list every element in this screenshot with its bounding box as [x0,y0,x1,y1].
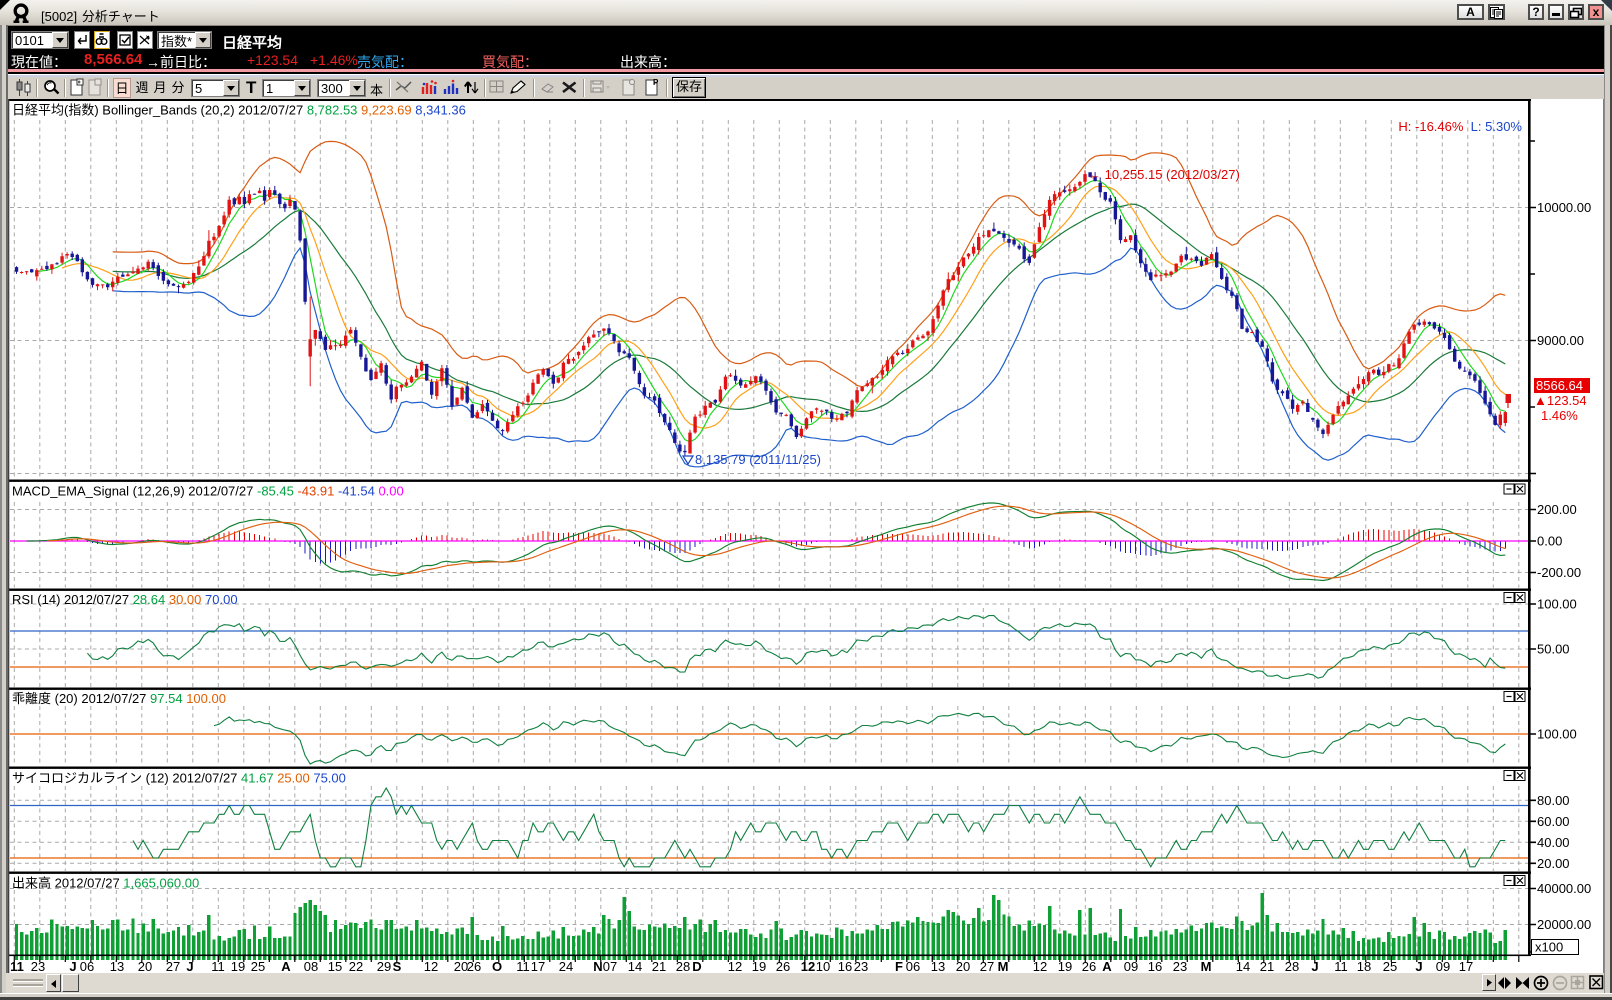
svg-text:D: D [692,959,701,973]
svg-text:23: 23 [1173,959,1187,973]
svg-text:20: 20 [138,959,152,973]
svg-text:-200.00: -200.00 [1537,565,1581,580]
svg-text:40.00: 40.00 [1537,835,1570,850]
svg-text:25: 25 [1383,959,1397,973]
svg-text:17: 17 [531,959,545,973]
svg-text:8566.64: 8566.64 [1536,378,1583,393]
svg-text:H: -16.46% L: 5.30%: H: -16.46% L: 5.30% [1398,119,1522,134]
svg-text:N: N [593,959,602,973]
svg-text:J: J [186,959,193,973]
svg-text:100.00: 100.00 [1537,597,1577,612]
svg-text:14: 14 [1236,959,1250,973]
svg-text:26: 26 [776,959,790,973]
svg-text:29: 29 [377,959,391,973]
svg-text:23: 23 [854,959,868,973]
svg-text:11: 11 [10,959,24,973]
svg-text:80.00: 80.00 [1537,793,1570,808]
svg-text:25: 25 [251,959,265,973]
svg-text:20000.00: 20000.00 [1537,917,1591,932]
svg-text:19: 19 [752,959,766,973]
svg-text:28: 28 [676,959,690,973]
svg-text:26: 26 [467,959,481,973]
svg-text:09: 09 [1436,959,1450,973]
svg-text:17: 17 [1459,959,1473,973]
svg-text:J: J [1415,959,1422,973]
svg-text:26: 26 [1082,959,1096,973]
svg-text:10: 10 [816,959,830,973]
svg-text:11: 11 [211,959,225,973]
svg-text:20.00: 20.00 [1537,856,1570,871]
svg-text:16: 16 [1148,959,1162,973]
svg-text:100.00: 100.00 [1537,727,1577,742]
svg-text:日経平均(指数) Bollinger_Bands (20,2: 日経平均(指数) Bollinger_Bands (20,2) 2012/07/… [12,103,466,118]
svg-text:16: 16 [838,959,852,973]
svg-text:RSI (14) 2012/07/27 28.64 30.0: RSI (14) 2012/07/27 28.64 30.00 70.00 [12,592,238,607]
svg-text:12: 12 [1033,959,1047,973]
svg-text:J: J [1311,959,1318,973]
svg-text:19: 19 [1058,959,1072,973]
svg-text:20: 20 [454,959,468,973]
svg-text:S: S [393,959,402,973]
svg-text:24: 24 [559,959,573,973]
svg-text:20: 20 [956,959,970,973]
svg-text:出来高 2012/07/27 1,665,060.00: 出来高 2012/07/27 1,665,060.00 [12,876,199,891]
svg-text:x100: x100 [1535,940,1563,955]
svg-text:23: 23 [31,959,45,973]
svg-text:14: 14 [628,959,642,973]
svg-text:21: 21 [652,959,666,973]
svg-text:1.46%: 1.46% [1541,408,1578,423]
svg-text:10000.00: 10000.00 [1537,200,1591,215]
svg-text:21: 21 [1260,959,1274,973]
svg-text:22: 22 [349,959,363,973]
svg-text:15: 15 [328,959,342,973]
svg-text:13: 13 [931,959,945,973]
svg-text:F: F [895,959,903,973]
svg-text:19: 19 [231,959,245,973]
svg-text:18: 18 [1357,959,1371,973]
svg-text:08: 08 [304,959,318,973]
svg-text:28: 28 [1285,959,1299,973]
svg-text:200.00: 200.00 [1537,502,1577,517]
svg-text:11: 11 [1334,959,1348,973]
svg-text:0.00: 0.00 [1537,534,1562,549]
svg-text:8,135.79 (2011/11/25): 8,135.79 (2011/11/25) [695,452,821,467]
svg-text:27: 27 [166,959,180,973]
svg-text:← 10,255.15 (2012/03/27): ← 10,255.15 (2012/03/27) [1088,167,1240,182]
svg-text:06: 06 [906,959,920,973]
svg-text:9000.00: 9000.00 [1537,333,1584,348]
svg-text:13: 13 [110,959,124,973]
svg-text:06: 06 [80,959,94,973]
svg-text:07: 07 [603,959,617,973]
svg-text:▲123.54: ▲123.54 [1534,393,1587,408]
svg-text:60.00: 60.00 [1537,814,1570,829]
svg-text:A: A [1102,959,1112,973]
svg-text:A: A [281,959,291,973]
svg-text:J: J [69,959,76,973]
svg-text:P: P [653,78,659,87]
svg-text:12: 12 [801,959,815,973]
svg-text:40000.00: 40000.00 [1537,881,1591,896]
svg-text:M: M [1201,959,1212,973]
svg-text:50.00: 50.00 [1537,642,1570,657]
svg-text:09: 09 [1124,959,1138,973]
svg-text:27: 27 [980,959,994,973]
svg-text:MACD_EMA_Signal (12,26,9) 2012: MACD_EMA_Signal (12,26,9) 2012/07/27 -85… [12,484,404,499]
svg-text:O: O [492,959,502,973]
svg-text:11: 11 [516,959,530,973]
svg-text:12: 12 [728,959,742,973]
svg-text:乖離度 (20) 2012/07/27 97.54 100.: 乖離度 (20) 2012/07/27 97.54 100.00 [12,691,226,706]
svg-text:12: 12 [424,959,438,973]
svg-text:M: M [998,959,1009,973]
svg-text:サイコロジカルライン (12) 2012/07/27 41.: サイコロジカルライン (12) 2012/07/27 41.67 25.00 7… [12,771,346,786]
